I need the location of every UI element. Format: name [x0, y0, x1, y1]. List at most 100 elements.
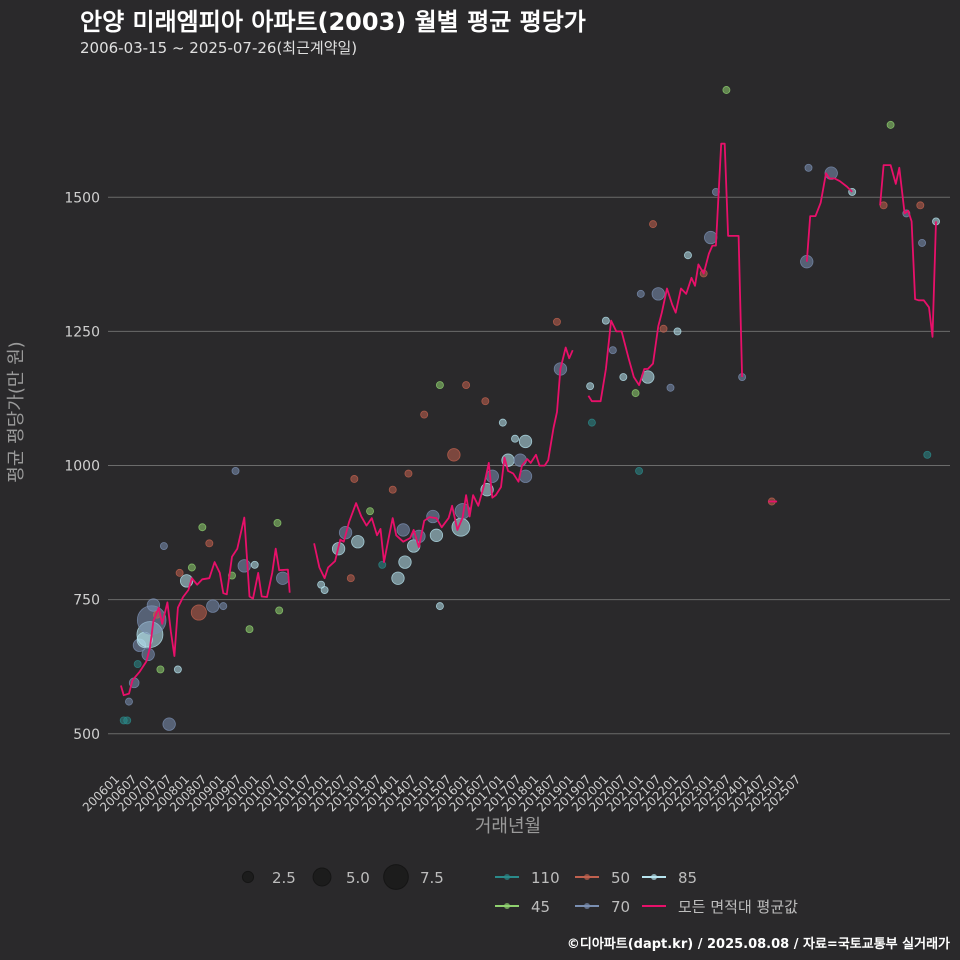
bubble-point — [162, 717, 176, 731]
bubble-point — [659, 324, 668, 333]
bubble-point — [404, 469, 413, 478]
series-legend-label-0: 110 — [531, 869, 560, 887]
chart-subtitle: 2006-03-15 ~ 2025-07-26(최근계약일) — [80, 39, 357, 57]
size-legend-label-2.5: 2.5 — [272, 869, 296, 887]
bubble-point — [684, 251, 692, 260]
bubble-point — [320, 586, 329, 594]
bubble-point — [133, 660, 142, 669]
bubble-point — [125, 697, 133, 706]
bubble-point — [481, 397, 490, 406]
x-tick-labels: 2006012006072007012007072008012008072009… — [80, 772, 804, 814]
series-legend-label-2: 85 — [678, 869, 697, 887]
bubble-point — [398, 555, 412, 569]
x-axis-label: 거래년월 — [475, 816, 541, 837]
bubble-point — [619, 373, 628, 381]
bubble-point — [462, 381, 471, 390]
bubble-point — [205, 539, 214, 548]
bubble-point — [916, 201, 925, 210]
bubble-point — [190, 604, 207, 621]
bubble-point — [346, 574, 355, 583]
bubble-point — [351, 535, 365, 549]
bubble-series — [119, 86, 940, 731]
bubble-point — [923, 450, 932, 459]
bubble-point — [886, 120, 895, 129]
bubble-point — [879, 201, 888, 210]
bubble-point — [123, 716, 132, 725]
size-legend: 2.5 5.0 7.5 — [241, 864, 444, 890]
bubble-point — [420, 410, 429, 419]
bubble-point — [206, 599, 220, 613]
bubble-point — [276, 571, 290, 585]
bubble-point — [631, 389, 640, 398]
bubble-point — [245, 625, 254, 634]
bubble-point — [513, 453, 527, 467]
bubble-point — [366, 507, 374, 516]
credit-text: ©디아파트(dapt.kr) / 2025.08.08 / 자료=국토교통부 실… — [567, 936, 950, 952]
bubble-point — [159, 542, 168, 550]
y-gridlines — [108, 196, 950, 735]
average-line-segment-6 — [879, 164, 937, 338]
bubble-point — [198, 523, 207, 532]
chart-title: 안양 미래엠피아 아파트(2003) 월별 평균 평당가 — [80, 8, 586, 36]
series-legend-dot-1 — [584, 874, 590, 880]
bubble-point — [146, 598, 161, 612]
y-tick-label-1250: 1250 — [64, 324, 100, 340]
bubble-point — [804, 163, 813, 172]
y-tick-label-750: 750 — [73, 593, 100, 609]
bubble-point — [518, 434, 533, 449]
series-legend-label-4: 70 — [611, 898, 630, 916]
bubble-point — [350, 475, 359, 483]
bubble-point — [429, 528, 444, 542]
average-line-segment-5 — [805, 172, 853, 262]
bubble-point — [485, 469, 499, 483]
bubble-point — [636, 289, 645, 298]
size-legend-circle-2.5 — [241, 870, 255, 884]
bubble-point — [391, 571, 405, 585]
y-tick-label-1500: 1500 — [64, 190, 100, 206]
series-legend-dot-3 — [504, 903, 510, 909]
bubble-point — [918, 238, 926, 247]
bubble-point — [649, 220, 657, 229]
bubble-point — [175, 568, 184, 577]
bubble-point — [275, 606, 284, 615]
size-legend-label-7.5: 7.5 — [420, 869, 444, 887]
series-legend-label-3: 45 — [531, 898, 550, 916]
bubble-point — [666, 383, 675, 392]
y-tick-label-500: 500 — [73, 727, 100, 743]
bubble-point — [511, 434, 519, 443]
y-axis-label: 평균 평당가(만 원) — [6, 341, 27, 482]
bubble-point — [608, 346, 617, 355]
bubble-point — [187, 563, 196, 572]
bubble-point — [219, 602, 228, 611]
average-line-segment-1 — [120, 516, 291, 697]
y-tick-label-1000: 1000 — [64, 459, 100, 475]
bubble-point — [250, 560, 259, 569]
average-line-segment-2 — [313, 346, 574, 580]
bubble-point — [435, 602, 444, 611]
average-line-series — [120, 142, 937, 697]
series-legend-dot-4 — [584, 903, 590, 909]
series-legend-dot-0 — [504, 874, 510, 880]
average-line-segment-3 — [587, 142, 743, 403]
bubble-point — [231, 466, 240, 475]
bubble-point — [273, 519, 282, 527]
series-legend-dot-2 — [651, 874, 657, 880]
size-legend-label-5.0: 5.0 — [346, 869, 370, 887]
bubble-point — [435, 381, 444, 390]
size-legend-circle-7.5 — [383, 864, 409, 890]
series-legend-label-5: 모든 면적대 평균값 — [678, 898, 798, 916]
size-legend-circle-5.0 — [312, 867, 332, 887]
bubble-point — [378, 560, 387, 569]
bubble-point — [651, 287, 665, 301]
bubble-point — [156, 665, 165, 674]
y-tick-labels: 500 750 1000 1250 1500 — [64, 190, 100, 743]
bubble-point — [388, 485, 397, 494]
bubble-point — [722, 86, 731, 94]
bubble-point — [447, 448, 461, 462]
bubble-point — [426, 509, 440, 524]
bubble-point — [704, 230, 718, 245]
bubble-point — [553, 317, 561, 326]
bubble-point — [498, 418, 507, 427]
bubble-point — [587, 418, 596, 427]
